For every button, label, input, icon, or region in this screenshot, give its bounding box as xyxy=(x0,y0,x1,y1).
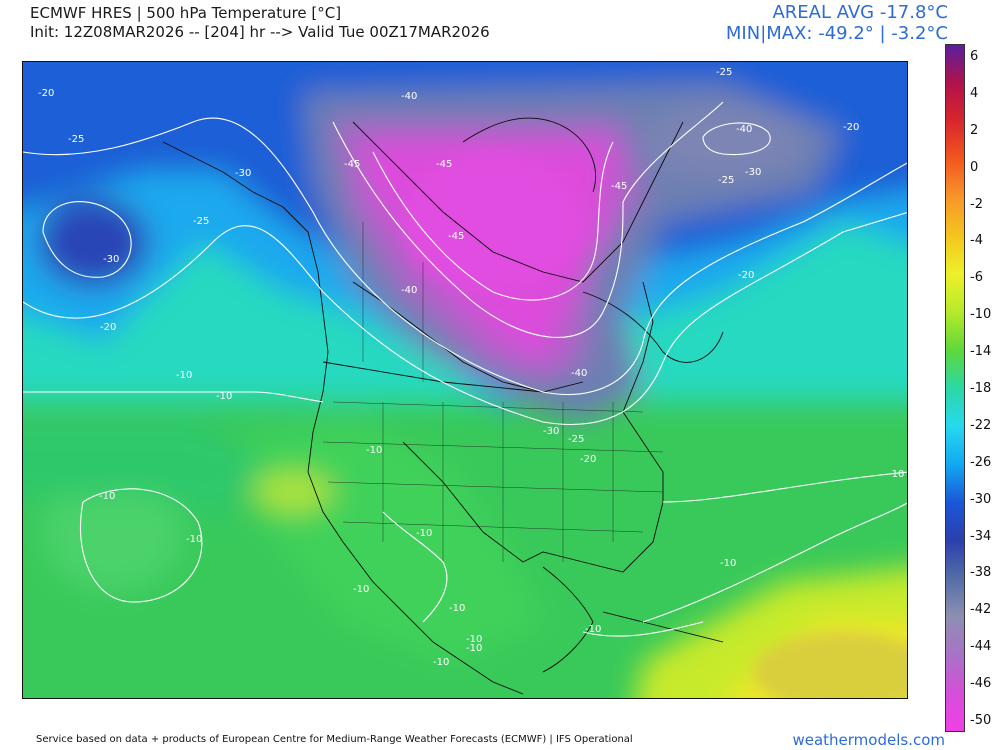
colorbar-tick-label: -46 xyxy=(970,676,992,692)
colorbar-tick-label: 6 xyxy=(970,49,979,64)
colorbar-tick-label: -30 xyxy=(970,491,992,507)
contour-label: -25 xyxy=(568,434,584,445)
contour-label: -10 xyxy=(585,624,601,635)
colorbar-tick-label: 2 xyxy=(970,122,979,138)
stats-panel: AREAL AVG -17.8°C MIN|MAX: -49.2° | -3.2… xyxy=(726,2,948,44)
contour-label: -25 xyxy=(718,175,734,186)
contour-label: -10 xyxy=(176,370,192,381)
map-canvas: -20 -25 -30 -25 -30 -20 -40 -45 -45 -45 … xyxy=(23,62,907,698)
contour-label: -20 xyxy=(100,322,116,333)
colorbar-tick-label: -4 xyxy=(970,233,983,249)
contour-label: -10 xyxy=(466,634,482,645)
min-max-readout: MIN|MAX: -49.2° | -3.2°C xyxy=(725,23,948,44)
credit-footer: Service based on data + products of Euro… xyxy=(36,734,633,745)
contour-label: -10 xyxy=(449,603,465,614)
colorbar-tick-label: -44 xyxy=(970,639,992,655)
colorbar-tick-label: -10 xyxy=(970,307,992,323)
colorbar-tick-label: -22 xyxy=(970,417,992,433)
temperature-colorbar xyxy=(945,44,965,732)
colorbar-tick-label: -18 xyxy=(970,381,992,396)
contour-label: -20 xyxy=(738,270,754,281)
colorbar-tick-label: -42 xyxy=(970,602,992,618)
contour-label: -40 xyxy=(401,91,417,102)
contour-label: -45 xyxy=(436,159,452,170)
contour-label: -40 xyxy=(571,368,587,379)
chart-title: ECMWF HRES | 500 hPa Temperature [°C] xyxy=(30,4,342,22)
contour-label: -10 xyxy=(416,528,432,539)
colorbar-ticks: 6 4 2 0 -2 -4 -6 -10 -14 -18 -22 -26 -30 -34 -38 -42 -44… xyxy=(970,44,1000,732)
contour-label: -10 xyxy=(186,534,202,545)
contour-label: -45 xyxy=(611,181,627,192)
contour-label: -30 xyxy=(103,254,119,265)
contour-label: -10 xyxy=(366,445,382,456)
contour-label-group: -20 -25 -30 -25 -30 -20 -40 -45 -45 -45 … xyxy=(38,67,904,668)
contour-label: -25 xyxy=(68,134,84,145)
colorbar-tick-label: 0 xyxy=(970,159,979,175)
contour-label: -20 xyxy=(843,122,859,133)
contour-label: -10 xyxy=(466,643,482,654)
colorbar-tick-label: -26 xyxy=(970,454,992,470)
contour-label: -40 xyxy=(401,285,417,296)
contour-label: -20 xyxy=(38,88,54,99)
contour-label: -45 xyxy=(344,159,360,170)
temperature-map[interactable]: -20 -25 -30 -25 -30 -20 -40 -45 -45 -45 … xyxy=(22,61,908,699)
contour-label: -45 xyxy=(448,231,464,242)
contour-label: -30 xyxy=(745,167,761,178)
contour-label: -25 xyxy=(716,67,732,78)
contour-label: -10 xyxy=(353,584,369,595)
contour-label: -10 xyxy=(99,491,115,502)
contour-label: -10 xyxy=(433,657,449,668)
colorbar-tick-label: -14 xyxy=(970,344,992,360)
site-link[interactable]: weathermodels.com xyxy=(792,731,945,749)
contour-label: -30 xyxy=(235,168,251,179)
contour-label: -25 xyxy=(193,216,209,227)
contour-label: -40 xyxy=(736,124,752,135)
areal-average: AREAL AVG -17.8°C xyxy=(772,2,948,23)
colorbar-tick-label: -38 xyxy=(970,565,992,581)
chart-header: ECMWF HRES | 500 hPa Temperature [°C] In… xyxy=(30,4,490,42)
colorbar-tick-label: 4 xyxy=(970,85,979,101)
contour-label: -30 xyxy=(543,426,559,437)
contour-label: -20 xyxy=(580,454,596,465)
contour-label: -10 xyxy=(216,391,232,402)
colorbar-tick-label: -2 xyxy=(970,196,983,212)
init-line: Init: 12Z08MAR2026 -- [204] hr --> Valid… xyxy=(30,23,490,41)
contour-label: -10 xyxy=(720,558,736,569)
colorbar-tick-label: -34 xyxy=(970,528,992,544)
isotherms xyxy=(23,101,907,637)
state-borders xyxy=(322,222,664,562)
colorbar-tick-label: -50 xyxy=(970,713,992,728)
contour-label: -10 xyxy=(888,469,904,480)
colorbar-tick-label: -6 xyxy=(970,270,983,286)
